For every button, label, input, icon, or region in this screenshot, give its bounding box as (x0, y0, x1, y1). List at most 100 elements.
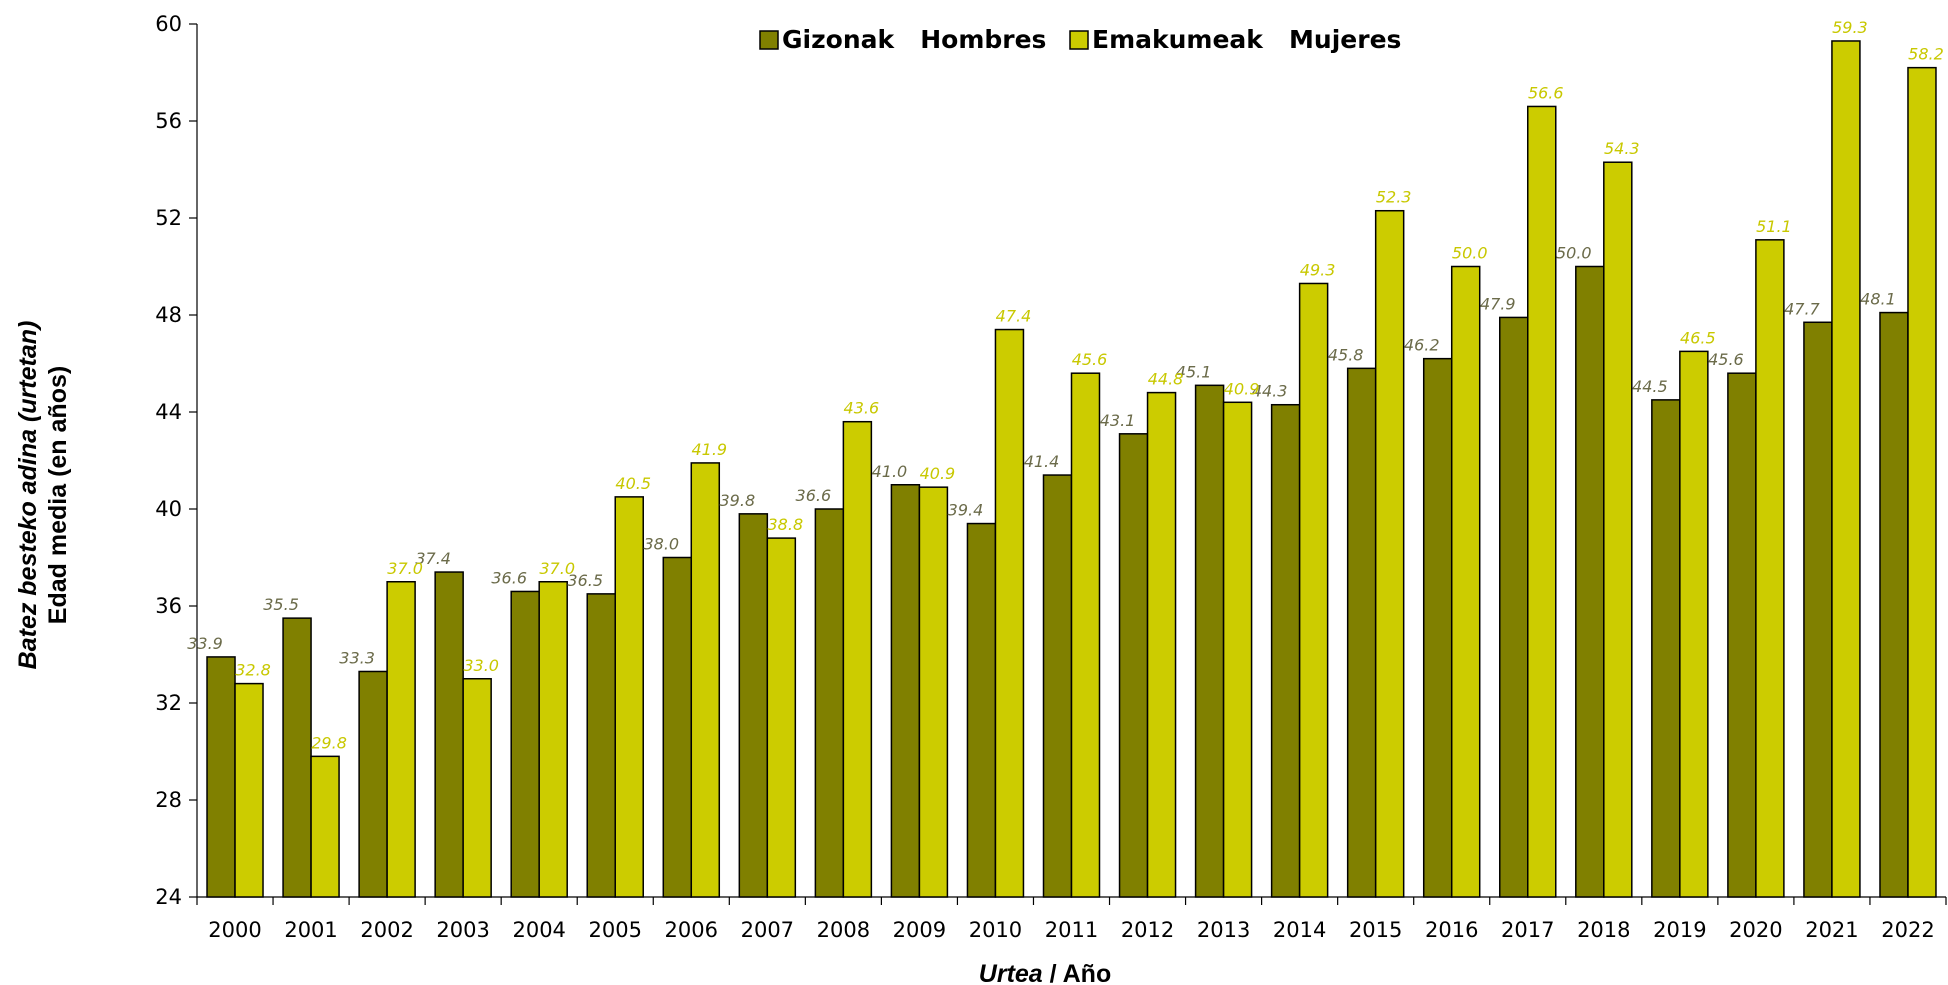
data-label: 39.4 (948, 501, 984, 520)
bar-mujeres (614, 496, 644, 898)
bar-hombres (586, 593, 616, 898)
bars (206, 40, 1937, 898)
data-label: 29.8 (311, 733, 347, 752)
bar-mujeres (1450, 265, 1481, 898)
bar-mujeres (918, 486, 949, 898)
bar-hombres (890, 484, 921, 898)
bar-mujeres (310, 755, 340, 898)
data-label: 40.9 (1224, 379, 1260, 398)
x-axis: 2000 2001 2002 2003 2004 2005 2006 2007 2008 2009… (196, 896, 1947, 942)
x-tick-label: 2017 (1501, 918, 1554, 942)
y-tick-label: 60 (155, 12, 182, 36)
bar-mujeres (1146, 391, 1177, 898)
data-label: 52.3 (1376, 188, 1412, 207)
data-label: 37.0 (387, 559, 423, 578)
data-label: 56.6 (1528, 83, 1564, 102)
bar-mujeres (386, 581, 416, 898)
y-axis-title-line2: Edad media (en años) (44, 366, 72, 624)
legend-swatch (1069, 30, 1089, 50)
bar-hombres (1727, 372, 1757, 898)
bar-mujeres (1527, 105, 1557, 898)
data-label: 44.5 (1632, 377, 1668, 396)
legend-label: Emakumeak Mujeres (1092, 25, 1401, 54)
x-tick-label: 2009 (893, 918, 946, 942)
bar-hombres (814, 508, 845, 898)
data-label: 40.9 (920, 464, 956, 483)
y-tick-label: 44 (155, 400, 182, 424)
bar-hombres (1879, 311, 1909, 898)
data-label: 36.6 (491, 568, 527, 587)
bar-mujeres (1907, 66, 1937, 898)
data-label: 46.2 (1404, 336, 1440, 355)
bar-hombres (1422, 357, 1453, 898)
data-label: 50.0 (1452, 244, 1488, 263)
x-tick-label: 2008 (817, 918, 870, 942)
data-label: 37.4 (415, 549, 451, 568)
bar-mujeres (1831, 40, 1861, 898)
data-label: 43.1 (1100, 411, 1136, 430)
data-label: 36.6 (796, 486, 832, 505)
legend-label: Gizonak Hombres (782, 25, 1046, 54)
x-tick-label: 2014 (1273, 918, 1326, 942)
bar-hombres (1575, 265, 1605, 898)
bar-mujeres (462, 678, 492, 898)
bar-mujeres (1298, 282, 1329, 898)
x-tick-label: 2016 (1425, 918, 1478, 942)
data-label: 45.8 (1328, 345, 1364, 364)
bar-hombres (206, 656, 236, 898)
x-axis-title-rest: / Año (1043, 960, 1112, 985)
x-tick-label: 2018 (1577, 918, 1630, 942)
bar-hombres (1346, 367, 1377, 898)
bar-mujeres (766, 537, 797, 898)
x-tick-label: 2015 (1349, 918, 1402, 942)
data-label: 50.0 (1556, 244, 1592, 263)
bar-hombres (1042, 474, 1073, 898)
data-label: 45.1 (1176, 362, 1212, 381)
data-label: 44.3 (1252, 382, 1288, 401)
x-tick-label: 2004 (512, 918, 565, 942)
data-label: 51.1 (1756, 217, 1792, 236)
data-label: 47.4 (996, 307, 1032, 326)
data-label: 41.9 (691, 440, 727, 459)
bar-mujeres (538, 581, 568, 898)
bar-hombres (1499, 316, 1529, 898)
bar-mujeres (1070, 372, 1101, 898)
data-label: 37.0 (539, 559, 575, 578)
y-tick-label: 40 (155, 497, 182, 521)
bar-mujeres (1679, 350, 1709, 898)
x-tick-label: 2020 (1729, 918, 1782, 942)
x-tick-label: 2011 (1045, 918, 1098, 942)
data-label: 36.5 (567, 571, 603, 590)
x-tick-label: 2002 (360, 918, 413, 942)
data-label: 41.0 (872, 462, 908, 481)
bar-hombres (738, 513, 769, 898)
data-label: 33.0 (463, 656, 499, 675)
x-axis-title-italic: Urtea (979, 960, 1043, 985)
bar-hombres (966, 522, 997, 898)
bar-hombres (1118, 433, 1149, 898)
legend: Gizonak Hombres Emakumeak Mujeres (759, 25, 1401, 54)
y-axis-title-line1: Batez besteko adina (urtetan) (14, 321, 42, 670)
data-labels: 33.9 35.5 33.3 37.4 36.6 36.5 38.0 39.8 36.6 41.0… (187, 18, 1944, 752)
x-tick-label: 2003 (436, 918, 489, 942)
bar-hombres (1270, 403, 1301, 898)
y-tick-label: 52 (155, 206, 182, 230)
data-label: 33.3 (339, 648, 375, 667)
y-tick-label: 48 (155, 303, 182, 327)
bar-hombres (510, 590, 540, 898)
x-tick-label: 2006 (665, 918, 718, 942)
data-label: 46.5 (1680, 328, 1716, 347)
y-tick-label: 24 (155, 885, 182, 909)
data-label: 40.5 (615, 474, 651, 493)
data-label: 59.3 (1832, 18, 1868, 37)
bar-hombres (282, 617, 312, 898)
data-label: 45.6 (1072, 350, 1108, 369)
bar-mujeres (994, 328, 1025, 898)
data-label: 39.8 (720, 491, 756, 510)
bar-hombres (1803, 321, 1833, 898)
data-label: 47.9 (1480, 294, 1516, 313)
x-axis-title: Urtea / Año (979, 960, 1111, 985)
data-label: 35.5 (263, 595, 299, 614)
